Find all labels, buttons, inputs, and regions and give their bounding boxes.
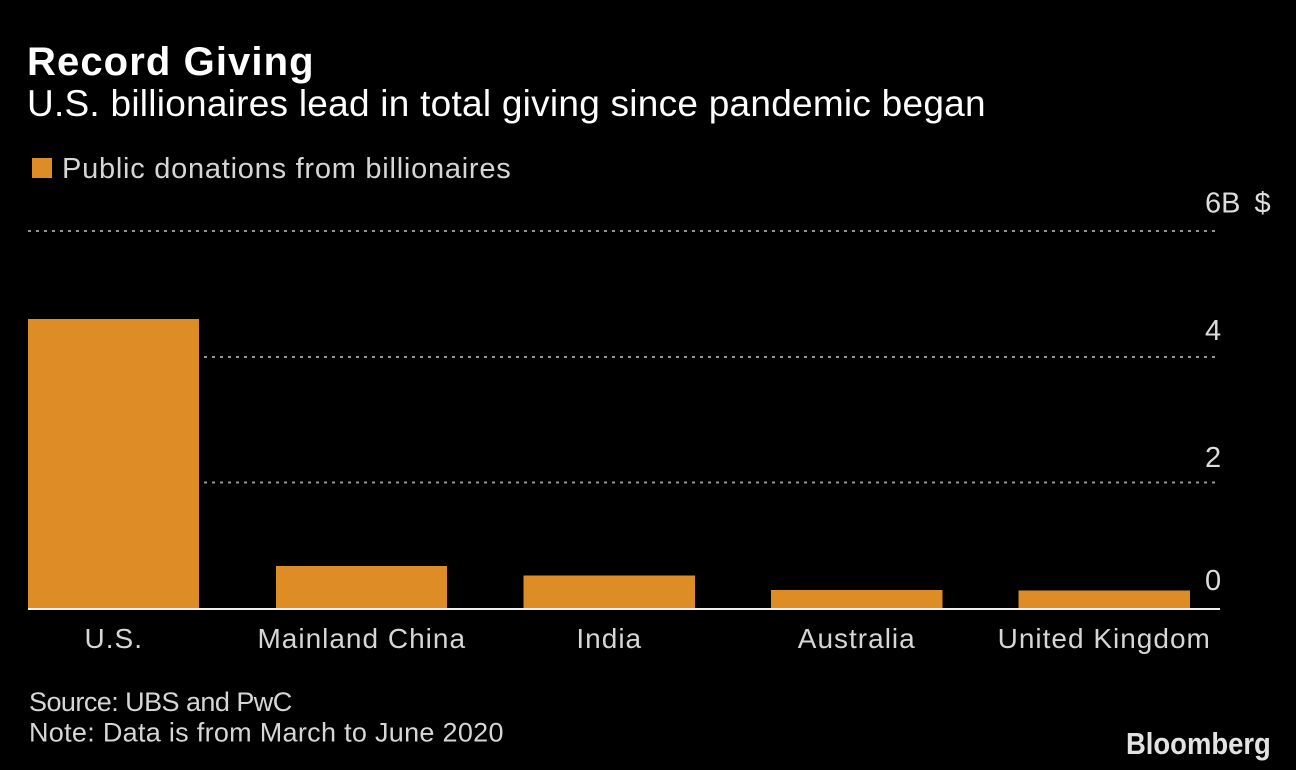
svg-text:Record Giving: Record Giving (27, 40, 315, 84)
svg-text:India: India (576, 623, 642, 654)
svg-text:Public donations from billiona: Public donations from billionaires (62, 153, 511, 185)
svg-text:Australia: Australia (798, 623, 916, 654)
svg-text:Mainland China: Mainland China (257, 623, 466, 654)
svg-text:Source: UBS and PwC: Source: UBS and PwC (29, 687, 292, 717)
svg-text:2: 2 (1205, 442, 1221, 474)
svg-text:U.S. billionaires lead in tota: U.S. billionaires lead in total giving s… (27, 83, 986, 124)
svg-text:4: 4 (1205, 315, 1221, 347)
svg-text:Note: Data is from March to Ju: Note: Data is from March to June 2020 (29, 718, 504, 748)
svg-text:0: 0 (1205, 565, 1221, 597)
svg-text:Bloomberg: Bloomberg (1126, 728, 1271, 762)
svg-text:6B $: 6B $ (1205, 188, 1271, 220)
svg-text:United Kingdom: United Kingdom (998, 623, 1211, 654)
svg-text:U.S.: U.S. (85, 623, 143, 654)
